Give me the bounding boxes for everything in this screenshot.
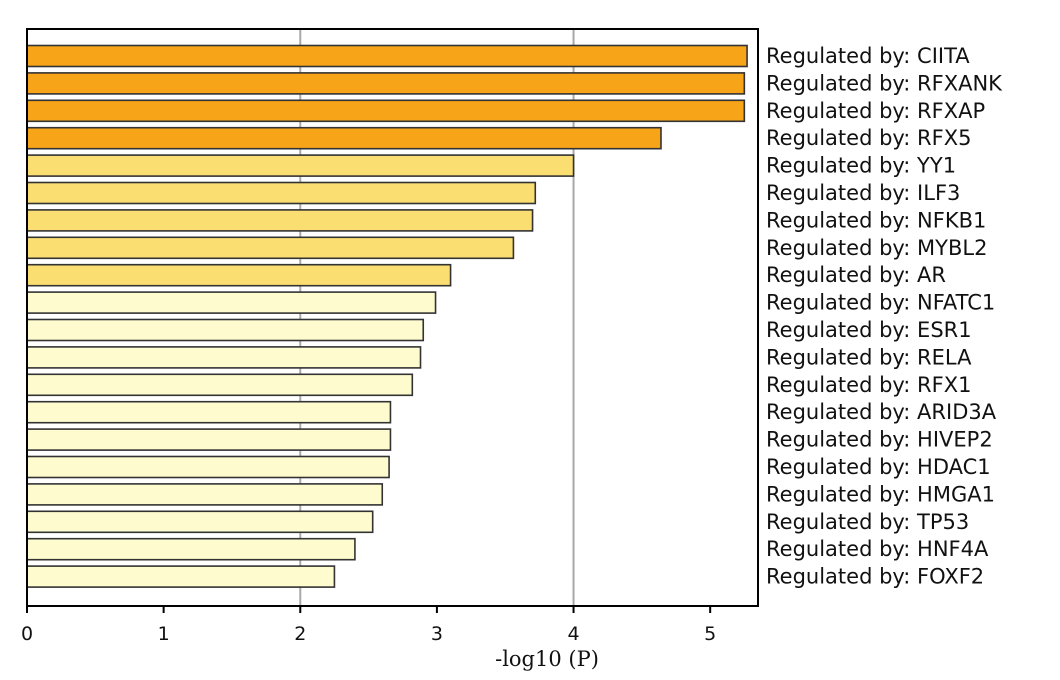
category-label: Regulated by: HMGA1 — [766, 482, 995, 506]
bar — [26, 318, 425, 342]
bar — [26, 44, 748, 68]
bar — [26, 537, 356, 561]
bar — [26, 263, 452, 287]
category-label: Regulated by: MYBL2 — [766, 236, 987, 260]
category-label: Regulated by: NFKB1 — [766, 208, 986, 232]
bar — [26, 373, 414, 397]
x-tick-label: 0 — [21, 623, 33, 645]
gridlines — [299, 29, 575, 606]
bar — [26, 99, 746, 123]
bar — [26, 181, 537, 205]
category-label: Regulated by: AR — [766, 263, 946, 287]
x-tick-label: 2 — [294, 623, 306, 645]
bar — [26, 455, 390, 479]
category-label: Regulated by: TP53 — [766, 510, 969, 534]
bar — [26, 154, 575, 177]
bar — [26, 565, 336, 588]
bar — [26, 400, 392, 424]
plot-frame — [26, 28, 759, 607]
category-label: Regulated by: ILF3 — [766, 181, 960, 205]
x-tick-label: 4 — [567, 623, 579, 645]
bar — [26, 510, 374, 534]
bar — [26, 72, 746, 95]
category-label: Regulated by: RELA — [766, 345, 972, 369]
category-label: Regulated by: YY1 — [766, 154, 956, 178]
bars-group — [26, 44, 748, 588]
x-tick-label: 5 — [704, 623, 716, 645]
bar — [26, 236, 515, 260]
category-label: Regulated by: CIITA — [766, 44, 970, 68]
category-label: Regulated by: RFXAP — [766, 99, 985, 123]
bar — [26, 126, 662, 150]
category-label: Regulated by: HIVEP2 — [766, 428, 993, 452]
x-axis-title: -log10 (P) — [495, 647, 599, 671]
x-axis: 0 1 2 3 4 5 — [21, 606, 716, 645]
category-label: Regulated by: FOXF2 — [766, 565, 984, 589]
category-label: Regulated by: RFX1 — [766, 373, 971, 397]
category-label: Regulated by: NFATC1 — [766, 291, 995, 315]
bar — [26, 428, 392, 451]
bar — [26, 209, 534, 232]
category-labels: Regulated by: CIITA Regulated by: RFXANK R… — [766, 44, 1003, 589]
category-label: Regulated by: RFX5 — [766, 126, 971, 150]
category-label: Regulated by: HNF4A — [766, 537, 989, 561]
bar — [26, 291, 437, 314]
category-label: Regulated by: HDAC1 — [766, 455, 991, 479]
bar — [26, 346, 422, 369]
x-tick-label: 1 — [158, 623, 170, 645]
category-label: Regulated by: ESR1 — [766, 318, 972, 342]
bar — [26, 483, 384, 506]
category-label: Regulated by: ARID3A — [766, 400, 997, 424]
category-label: Regulated by: RFXANK — [766, 71, 1003, 95]
x-tick-label: 3 — [431, 623, 443, 645]
